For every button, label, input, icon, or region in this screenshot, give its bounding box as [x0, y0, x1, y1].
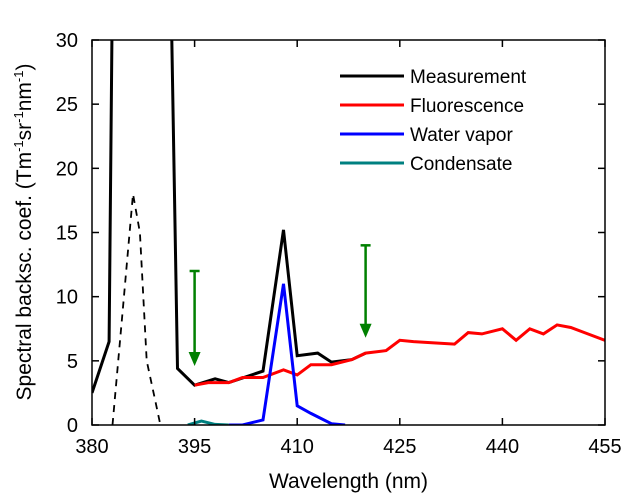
- y-axis-title-mid-1: sr: [13, 123, 36, 141]
- legend-label-water-vapor: Water vapor: [410, 125, 513, 146]
- y-axis-title-mid-2: nm: [13, 82, 36, 111]
- x-tick-label-410: 410: [281, 436, 314, 458]
- legend-label-condensate: Condensate: [410, 154, 512, 175]
- x-tick-label-455: 455: [588, 436, 621, 458]
- tick-layer: 380 395 410 425 440 455 0 5 10 15 20 25 30: [56, 30, 622, 458]
- legend: Measurement Fluorescence Water vapor Conden…: [340, 67, 527, 175]
- y-axis-title-sup-2: -1: [11, 111, 26, 123]
- legend-label-measurement: Measurement: [410, 67, 527, 88]
- legend-label-fluorescence: Fluorescence: [410, 96, 524, 117]
- y-tick-label-5: 5: [67, 351, 78, 373]
- y-tick-label-25: 25: [56, 94, 78, 116]
- x-axis-title: Wavelength (nm): [269, 470, 428, 493]
- plot-frame: [91, 39, 606, 426]
- y-tick-label-15: 15: [56, 223, 78, 245]
- annotation-arrow-2: [359, 244, 372, 338]
- series-layer: [92, 40, 605, 425]
- y-axis-title-suffix: ): [13, 64, 36, 71]
- y-tick-label-30: 30: [56, 30, 78, 52]
- series-line-dashed-4: [111, 193, 162, 425]
- annotation-layer: [188, 244, 372, 366]
- series-line-water-vapor: [228, 283, 346, 425]
- x-tick-label-395: 395: [178, 436, 211, 458]
- y-axis-title: Spectral backsc. coef. (Tm-1sr-1nm-1): [11, 64, 36, 401]
- y-tick-label-0: 0: [67, 415, 78, 437]
- x-tick-label-425: 425: [383, 436, 416, 458]
- x-tick-label-380: 380: [75, 436, 108, 458]
- x-tick-label-440: 440: [486, 436, 519, 458]
- y-axis-title-sup-1: -1: [11, 140, 26, 152]
- y-axis-title-prefix: Spectral backsc. coef. (Tm: [13, 152, 36, 401]
- y-axis-title-sup-3: -1: [11, 71, 26, 83]
- y-tick-label-10: 10: [56, 287, 78, 309]
- annotation-arrow-1: [188, 269, 201, 366]
- y-tick-label-20: 20: [56, 158, 78, 180]
- series-line-fluorescence: [194, 323, 605, 387]
